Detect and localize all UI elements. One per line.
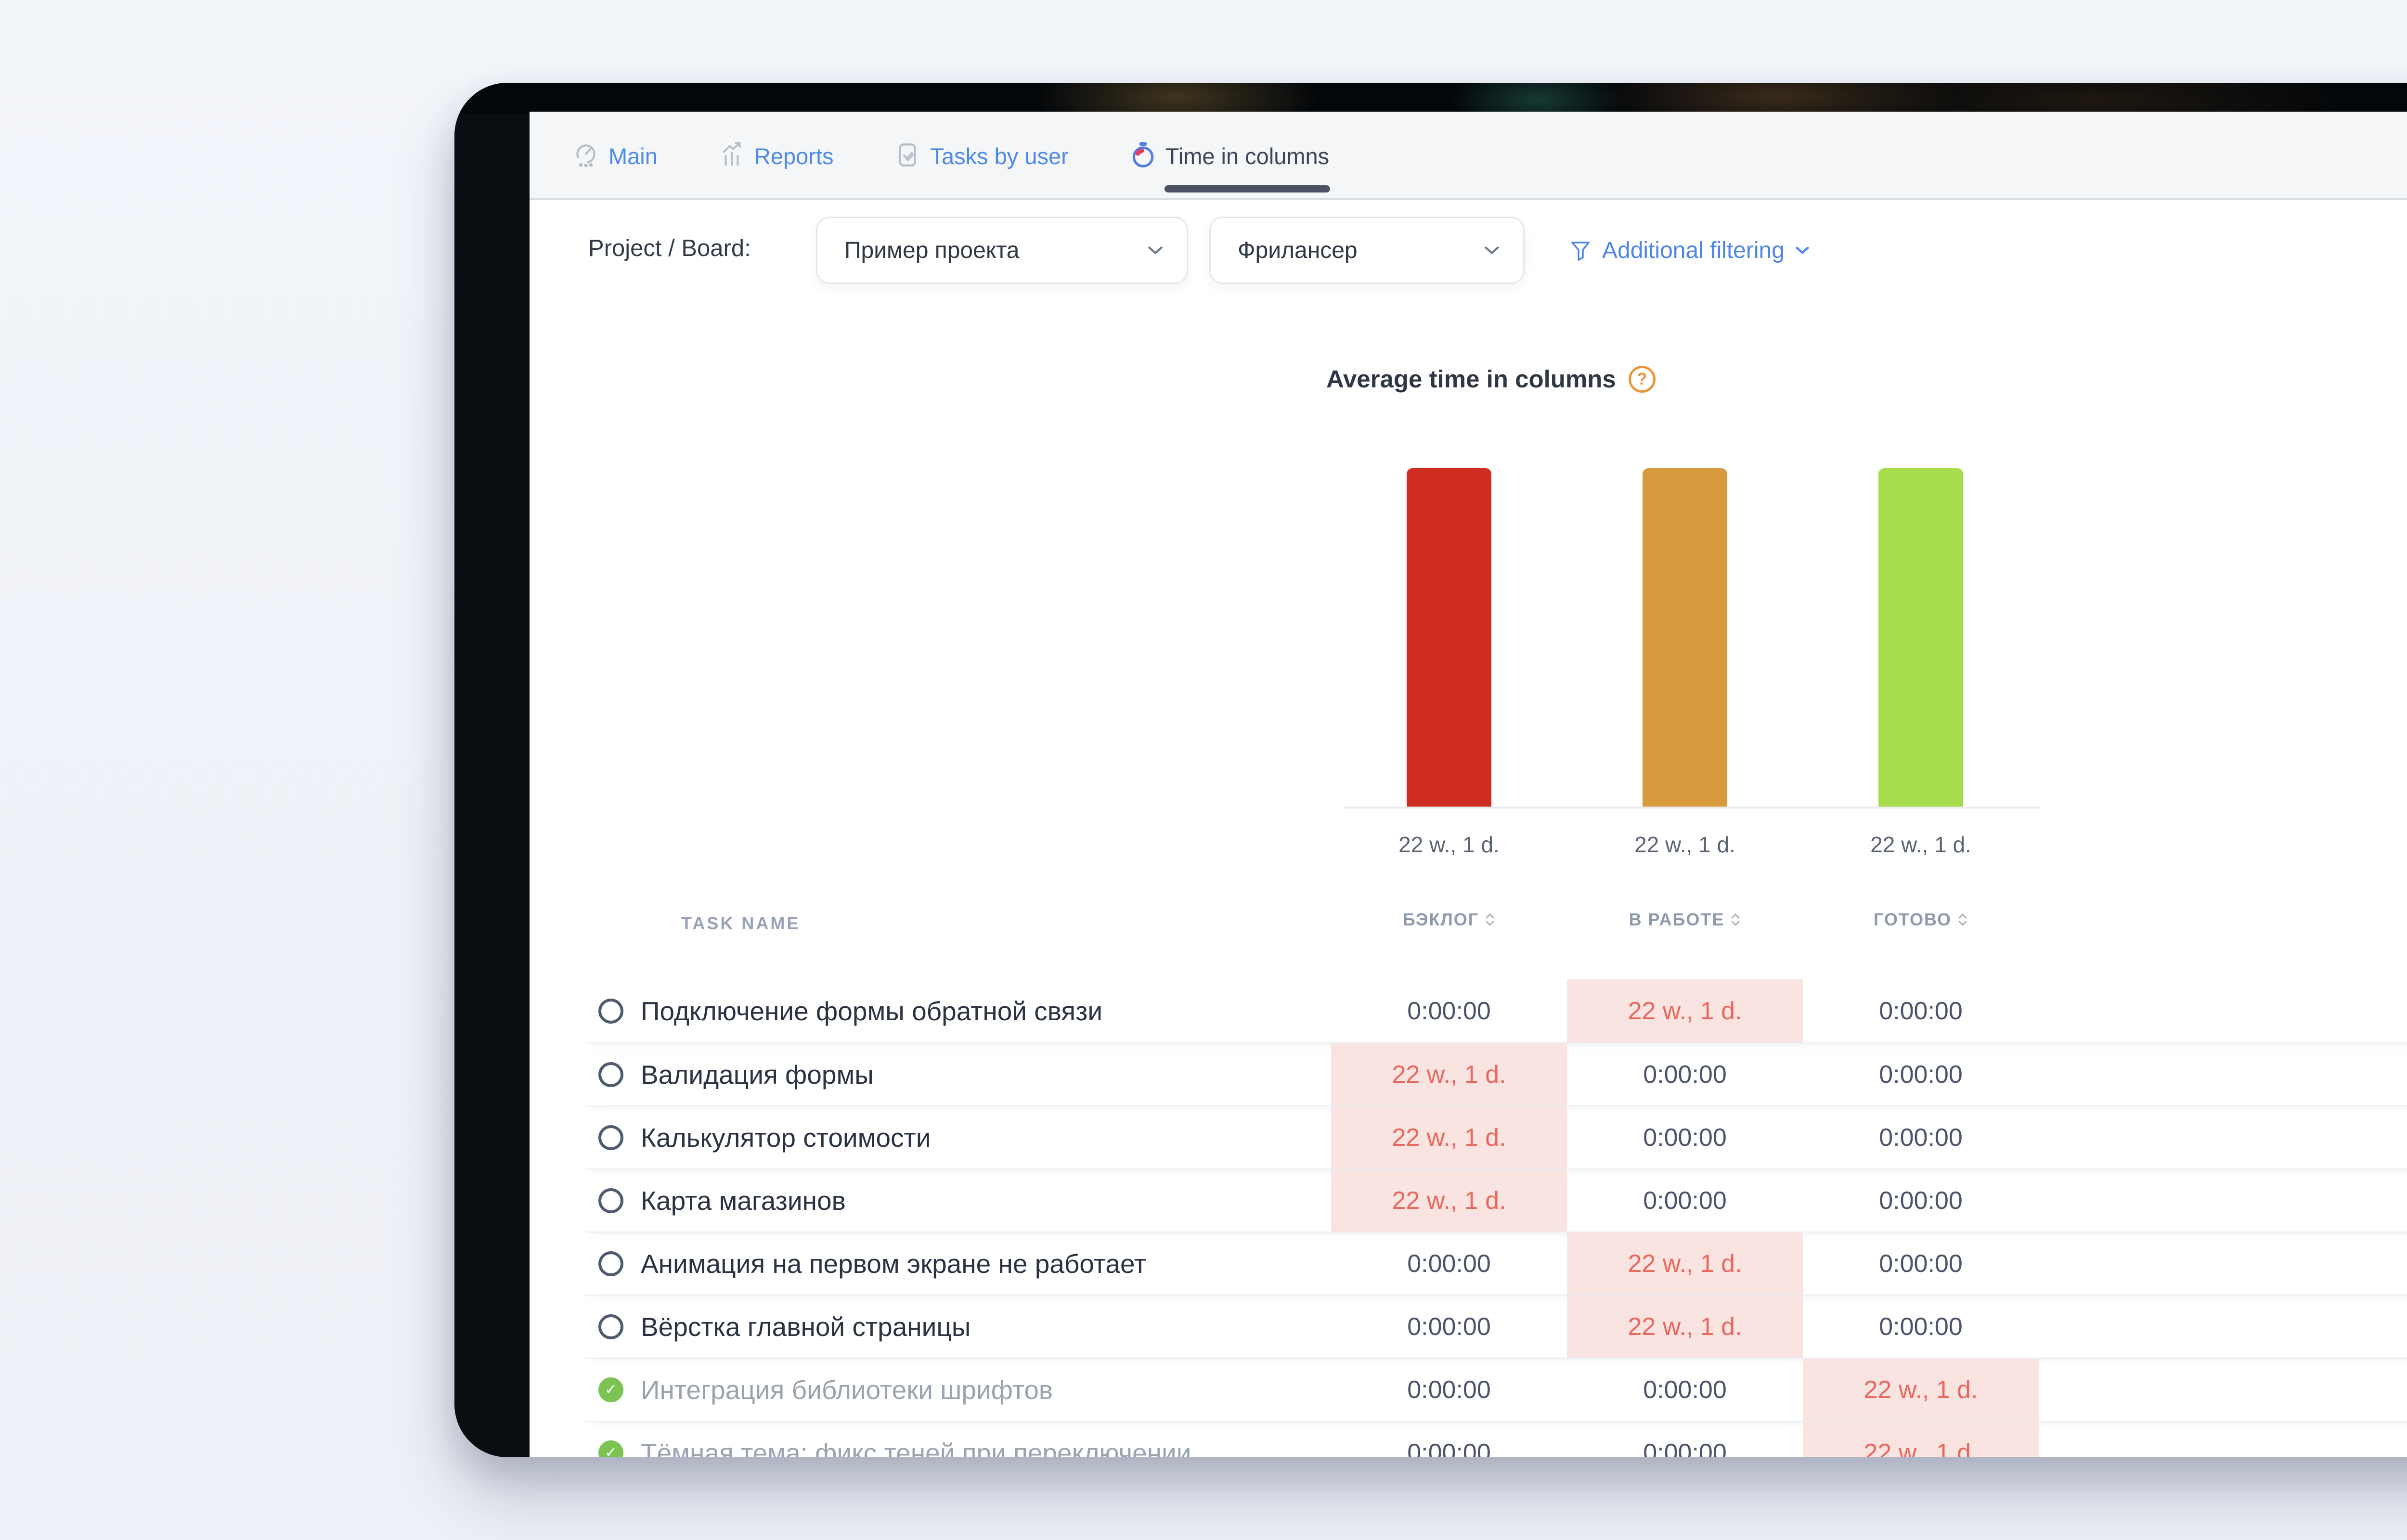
bar-value-done: 22 w., 1 d.	[1870, 832, 1971, 857]
cell-done: 0:00:00	[1879, 1249, 1963, 1278]
sort-icon	[1486, 913, 1494, 926]
table-row[interactable]: Калькулятор стоимости 22 w., 1 d. 0:00:0…	[585, 1105, 2407, 1168]
table-row[interactable]: Валидация формы 22 w., 1 d. 0:00:00 0:00…	[585, 1042, 2407, 1105]
task-name: Валидация формы	[641, 1059, 874, 1090]
bar-done	[1878, 468, 1963, 807]
help-icon[interactable]: ?	[1628, 365, 1656, 393]
tab-main-label: Main	[608, 143, 658, 169]
cell-in-progress: 22 w., 1 d.	[1567, 979, 1803, 1042]
cell-backlog: 0:00:00	[1407, 1312, 1491, 1341]
background-photo	[454, 83, 2407, 114]
bar-value-in-progress: 22 w., 1 d.	[1634, 832, 1735, 857]
board-select[interactable]: Фрилансер	[1209, 217, 1525, 284]
cell-done: 22 w., 1 d.	[1803, 1359, 2039, 1421]
tab-reports[interactable]: Reports	[718, 112, 834, 198]
chevron-down-icon	[1485, 246, 1499, 255]
app-panel: Main Reports Tasks by user	[530, 112, 2407, 1457]
cell-done: 22 w., 1 d.	[1803, 1422, 2039, 1457]
task-name: Карта магазинов	[641, 1185, 846, 1216]
cell-done: 0:00:00	[1879, 1060, 1963, 1089]
column-header-done[interactable]: ГОТОВО	[1803, 910, 2039, 930]
sort-icon	[1958, 913, 1967, 926]
cell-backlog: 22 w., 1 d.	[1331, 1043, 1567, 1105]
cell-in-progress: 0:00:00	[1643, 1123, 1727, 1152]
cell-done: 0:00:00	[1879, 1123, 1963, 1152]
cell-backlog: 22 w., 1 d.	[1331, 1169, 1567, 1232]
additional-filtering-label: Additional filtering	[1602, 237, 1785, 263]
task-status-icon[interactable]	[598, 1314, 623, 1339]
project-board-label: Project / Board:	[588, 235, 751, 261]
cell-done: 0:00:00	[1879, 997, 1963, 1025]
task-name: Тёмная тема: фикс теней при переключении	[641, 1437, 1191, 1458]
cell-in-progress: 22 w., 1 d.	[1567, 1232, 1803, 1295]
project-select-value: Пример проекта	[844, 237, 1020, 263]
task-status-icon[interactable]	[598, 1251, 623, 1276]
chart-baseline	[1343, 807, 2041, 808]
chevron-down-icon	[1796, 246, 1809, 255]
tab-time-in-columns-label: Time in columns	[1164, 143, 1331, 192]
cell-backlog: 0:00:00	[1407, 997, 1491, 1025]
column-header-in-progress[interactable]: В РАБОТЕ	[1567, 910, 1803, 930]
cell-done: 0:00:00	[1879, 1186, 1963, 1215]
tab-bar: Main Reports Tasks by user	[530, 112, 2407, 200]
cell-in-progress: 0:00:00	[1643, 1186, 1727, 1215]
task-done-icon[interactable]: ✓	[598, 1377, 623, 1402]
tab-tasks-by-user[interactable]: Tasks by user	[893, 112, 1069, 198]
sort-icon	[1731, 913, 1740, 926]
task-status-icon[interactable]	[598, 1125, 623, 1150]
table-row[interactable]: Анимация на первом экране не работает 0:…	[585, 1232, 2407, 1295]
column-header-backlog[interactable]: БЭКЛОГ	[1331, 910, 1567, 930]
report-content: Project / Board: Пример проекта Фрилансе…	[530, 202, 2407, 1457]
table-row[interactable]: ✓ Интеграция библиотеки шрифтов 0:00:00 …	[585, 1358, 2407, 1421]
cell-in-progress: 0:00:00	[1643, 1438, 1727, 1458]
task-name: Вёрстка главной страницы	[641, 1311, 971, 1342]
table-row[interactable]: Вёрстка главной страницы 0:00:00 22 w., …	[585, 1295, 2407, 1358]
task-name: Калькулятор стоимости	[641, 1122, 931, 1153]
project-select[interactable]: Пример проекта	[816, 217, 1188, 284]
chevron-down-icon	[1148, 246, 1163, 255]
task-name: Интеграция библиотеки шрифтов	[641, 1374, 1053, 1405]
cell-backlog: 0:00:00	[1407, 1438, 1491, 1458]
column-header-in-progress-label: В РАБОТЕ	[1629, 910, 1725, 929]
chart-title-row: Average time in columns ?	[1326, 365, 1656, 393]
task-name-header: TASK NAME	[681, 913, 801, 933]
stopwatch-icon	[1132, 142, 1154, 167]
task-table-body: Подключение формы обратной связи 0:00:00…	[530, 979, 2407, 1457]
tab-time-in-columns[interactable]: Time in columns	[1129, 112, 1331, 198]
bar-chart-icon	[723, 142, 741, 166]
bar-in-progress	[1643, 468, 1727, 807]
checkbox-icon	[899, 143, 917, 167]
cell-backlog: 0:00:00	[1407, 1375, 1491, 1404]
table-row[interactable]: Карта магазинов 22 w., 1 d. 0:00:00 0:00…	[585, 1168, 2407, 1232]
task-name: Подключение формы обратной связи	[641, 996, 1103, 1026]
browser-window: Main Reports Tasks by user	[454, 83, 2407, 1457]
filter-funnel-icon	[1571, 242, 1590, 261]
tab-tasks-by-user-label: Tasks by user	[930, 143, 1069, 169]
task-status-icon[interactable]	[598, 998, 623, 1024]
tab-reports-label: Reports	[754, 143, 834, 169]
additional-filtering-button[interactable]: Additional filtering	[1569, 217, 1810, 284]
tab-main[interactable]: Main	[572, 112, 658, 198]
table-row[interactable]: ✓ Тёмная тема: фикс теней при переключен…	[585, 1421, 2407, 1457]
speedometer-icon	[576, 144, 595, 167]
column-header-done-label: ГОТОВО	[1873, 910, 1952, 929]
cell-in-progress: 22 w., 1 d.	[1567, 1296, 1803, 1358]
task-name: Анимация на первом экране не работает	[641, 1248, 1146, 1279]
task-status-icon[interactable]	[598, 1188, 623, 1213]
cell-backlog: 22 w., 1 d.	[1331, 1106, 1567, 1168]
column-header-backlog-label: БЭКЛОГ	[1402, 910, 1479, 929]
cell-in-progress: 0:00:00	[1643, 1375, 1727, 1404]
task-done-icon[interactable]: ✓	[598, 1440, 623, 1457]
bar-value-backlog: 22 w., 1 d.	[1398, 832, 1500, 857]
cell-done: 0:00:00	[1879, 1312, 1963, 1341]
cell-in-progress: 0:00:00	[1643, 1060, 1727, 1089]
cell-backlog: 0:00:00	[1407, 1249, 1491, 1278]
chart-title: Average time in columns	[1326, 365, 1616, 393]
board-select-value: Фрилансер	[1238, 237, 1358, 263]
table-row[interactable]: Подключение формы обратной связи 0:00:00…	[585, 979, 2407, 1042]
bar-backlog	[1407, 468, 1491, 807]
task-status-icon[interactable]	[598, 1062, 623, 1087]
